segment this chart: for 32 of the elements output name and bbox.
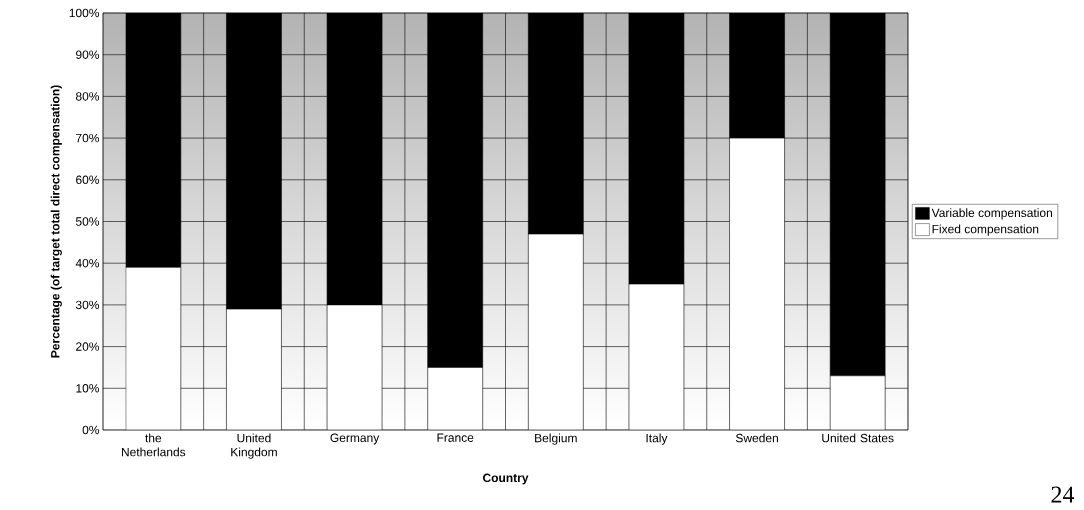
bar [829, 375, 886, 430]
y-tick-label: 60% [76, 175, 100, 185]
x-axis-title: Country [482, 473, 529, 485]
bar [528, 233, 584, 430]
bar [226, 308, 282, 430]
x-tick-label: Belgium [535, 433, 577, 445]
x-tick-label: United States [822, 433, 894, 443]
bar [125, 267, 182, 430]
bar [427, 367, 483, 430]
x-tick-label: Germany [330, 433, 380, 445]
y-tick-label: 20% [76, 342, 100, 351]
y-tick-label: 40% [75, 258, 100, 268]
legend-label: Fixed compensation [932, 224, 1039, 236]
x-tick-label: Sweden [735, 433, 778, 443]
y-tick-label: 80% [75, 92, 100, 101]
bar [729, 137, 785, 430]
bar [326, 304, 383, 430]
x-tick-label: France [437, 433, 474, 442]
x-tick-label: the Netherlands [121, 433, 186, 457]
y-tick-label: 100% [69, 8, 100, 18]
y-tick-label: 0% [82, 425, 100, 435]
y-axis-title: Percentage (of target total direct compensation) [50, 85, 62, 358]
y-tick-label: 50% [75, 217, 100, 226]
y-tick-label: 70% [76, 133, 100, 143]
x-tick-label: Italy [646, 433, 668, 445]
text: 24 [1051, 486, 1075, 503]
y-tick-label: 30% [75, 300, 100, 310]
legend-label: Variable compensation [931, 208, 1052, 220]
x-tick-label: United Kingdom [231, 433, 277, 459]
y-tick-label: 90% [76, 50, 100, 59]
y-tick-label: 10% [76, 384, 100, 393]
bar [628, 283, 685, 430]
